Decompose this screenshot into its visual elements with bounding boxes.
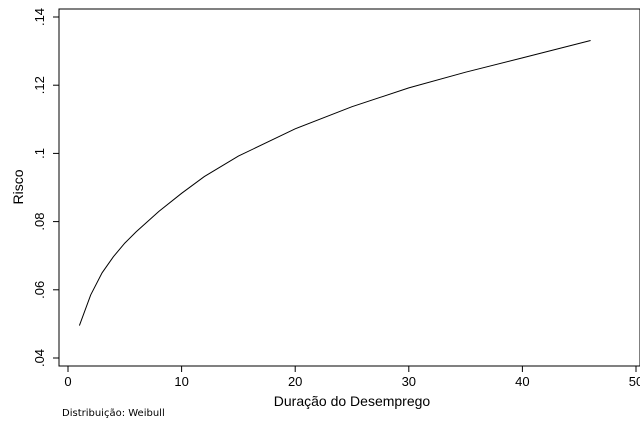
y-axis-title: Risco (10, 169, 26, 204)
risk-curve (78, 40, 591, 326)
x-tick-label: 50 (629, 374, 640, 389)
y-tick-label: .04 (32, 349, 47, 367)
plot-area-frame (58, 8, 640, 367)
x-axis: 0 10 20 30 40 50 (64, 366, 640, 389)
y-axis: .04 .06 .08 .1 .12 .14 (32, 8, 59, 367)
x-tick-label: 30 (402, 374, 416, 389)
x-tick-label: 40 (515, 374, 529, 389)
x-axis-title: Duração do Desemprego (274, 393, 431, 409)
x-tick-label: 20 (288, 374, 302, 389)
distribution-note: Distribuição: Weibull (62, 408, 165, 419)
y-tick-label: .06 (32, 281, 47, 299)
y-tick-label: .1 (32, 148, 47, 159)
y-tick-label: .08 (32, 213, 47, 231)
x-tick-label: 0 (64, 374, 71, 389)
y-tick-label: .14 (32, 8, 47, 26)
x-tick-label: 10 (174, 374, 188, 389)
y-tick-label: .12 (32, 76, 47, 94)
